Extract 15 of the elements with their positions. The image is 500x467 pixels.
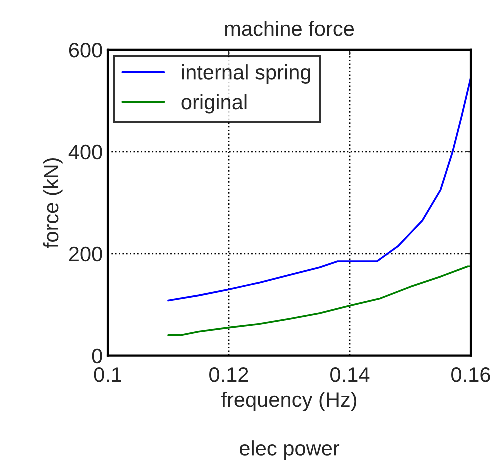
legend-label: internal spring xyxy=(182,64,310,84)
x-tick-label: 0.1 xyxy=(94,368,122,382)
x-tick-label: 0.14 xyxy=(330,368,370,382)
y-tick-label: 200 xyxy=(69,246,102,262)
y-tick-label: 600 xyxy=(69,42,102,58)
y-axis-title: force (kN) xyxy=(43,158,63,248)
y-tick-label: 0 xyxy=(92,348,102,364)
legend-label: original xyxy=(182,94,247,114)
chart-title: machine force xyxy=(225,20,354,36)
x-tick-label: 0.16 xyxy=(452,368,490,382)
x-tick-label: 0.12 xyxy=(210,368,248,382)
x-axis-title: frequency (Hz) xyxy=(221,392,357,412)
y-tick-label: 400 xyxy=(68,144,102,160)
line-series xyxy=(168,266,471,336)
text: elec power xyxy=(240,440,340,460)
